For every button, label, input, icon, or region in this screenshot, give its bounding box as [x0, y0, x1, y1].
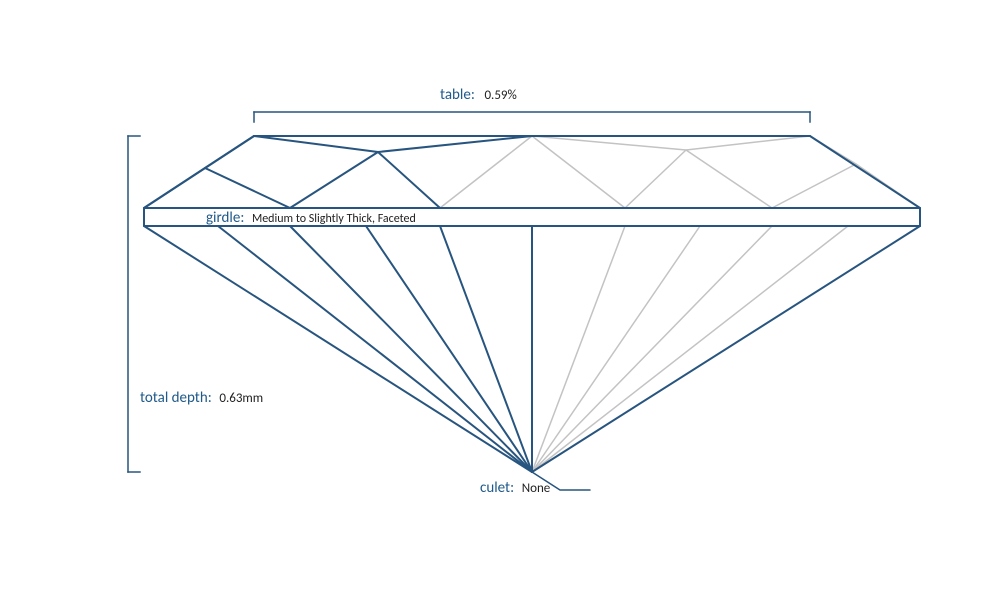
culet-value: None	[522, 481, 551, 496]
table-key: table:	[440, 86, 475, 104]
front-facets	[144, 136, 920, 472]
girdle-key: girdle:	[206, 209, 244, 227]
depth-value: 0.63mm	[219, 391, 263, 406]
depth-key: total depth:	[140, 389, 212, 407]
culet-label: culet: None	[480, 480, 550, 496]
table-value: 0.59%	[484, 88, 516, 103]
depth-label: total depth: 0.63mm	[140, 390, 263, 406]
diamond-diagram: table: 0.59% girdle: Medium to Slightly …	[0, 0, 1000, 598]
back-facets	[440, 136, 920, 472]
depth-bracket	[128, 136, 140, 472]
culet-key: culet:	[480, 479, 514, 497]
girdle-value: Medium to Slightly Thick, Faceted	[252, 212, 416, 226]
girdle-label: girdle: Medium to Slightly Thick, Facete…	[206, 210, 416, 226]
table-bracket	[254, 112, 810, 122]
table-label: table: 0.59%	[440, 87, 517, 103]
